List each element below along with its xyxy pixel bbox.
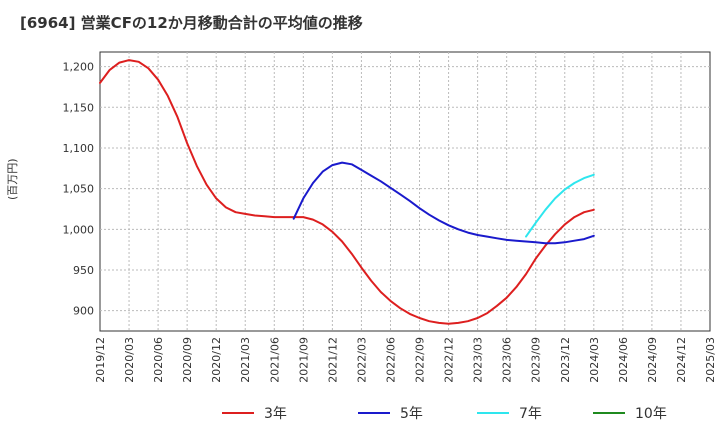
y-tick-label: 1,100 (63, 142, 95, 155)
x-tick-label: 2024/09 (646, 337, 659, 383)
x-tick-label: 2019/12 (94, 337, 107, 383)
x-tick-label: 2024/12 (675, 337, 688, 383)
x-tick-label: 2020/06 (152, 337, 165, 383)
x-tick-label: 2021/06 (268, 337, 281, 383)
y-tick-label: 1,050 (63, 183, 95, 196)
y-tick-label: 900 (73, 305, 94, 318)
x-tick-label: 2020/09 (181, 337, 194, 383)
legend-label: 3年 (264, 406, 287, 422)
x-tick-label: 2022/06 (384, 337, 397, 383)
y-tick-label: 1,200 (63, 61, 95, 74)
x-tick-label: 2024/06 (617, 337, 630, 383)
x-tick-label: 2023/06 (501, 337, 514, 383)
x-tick-label: 2022/03 (355, 337, 368, 383)
x-tick-label: 2021/03 (239, 337, 252, 383)
series-line (525, 173, 595, 238)
legend-label: 5年 (400, 406, 423, 422)
x-tick-label: 2020/03 (123, 337, 136, 383)
y-tick-label: 1,000 (63, 223, 95, 236)
x-tick-label: 2024/03 (588, 337, 601, 383)
x-tick-label: 2021/09 (297, 337, 310, 383)
series-line (292, 161, 595, 245)
y-tick-label: 950 (73, 264, 94, 277)
x-tick-label: 2020/12 (210, 337, 223, 383)
plot-area (99, 51, 711, 332)
legend-label: 10年 (635, 406, 667, 422)
x-tick-label: 2021/12 (326, 337, 339, 383)
y-tick-label: 1,150 (63, 101, 95, 114)
x-tick-label: 2022/12 (443, 337, 456, 383)
x-tick-label: 2023/03 (472, 337, 485, 383)
legend-label: 7年 (519, 406, 542, 422)
x-tick-label: 2023/09 (530, 337, 543, 383)
chart-title: [6964] 営業CFの12か月移動合計の平均値の推移 (20, 14, 363, 32)
x-tick-label: 2022/09 (414, 337, 427, 383)
x-tick-label: 2025/03 (704, 337, 717, 383)
series-line (99, 59, 595, 325)
x-tick-label: 2023/12 (559, 337, 572, 383)
